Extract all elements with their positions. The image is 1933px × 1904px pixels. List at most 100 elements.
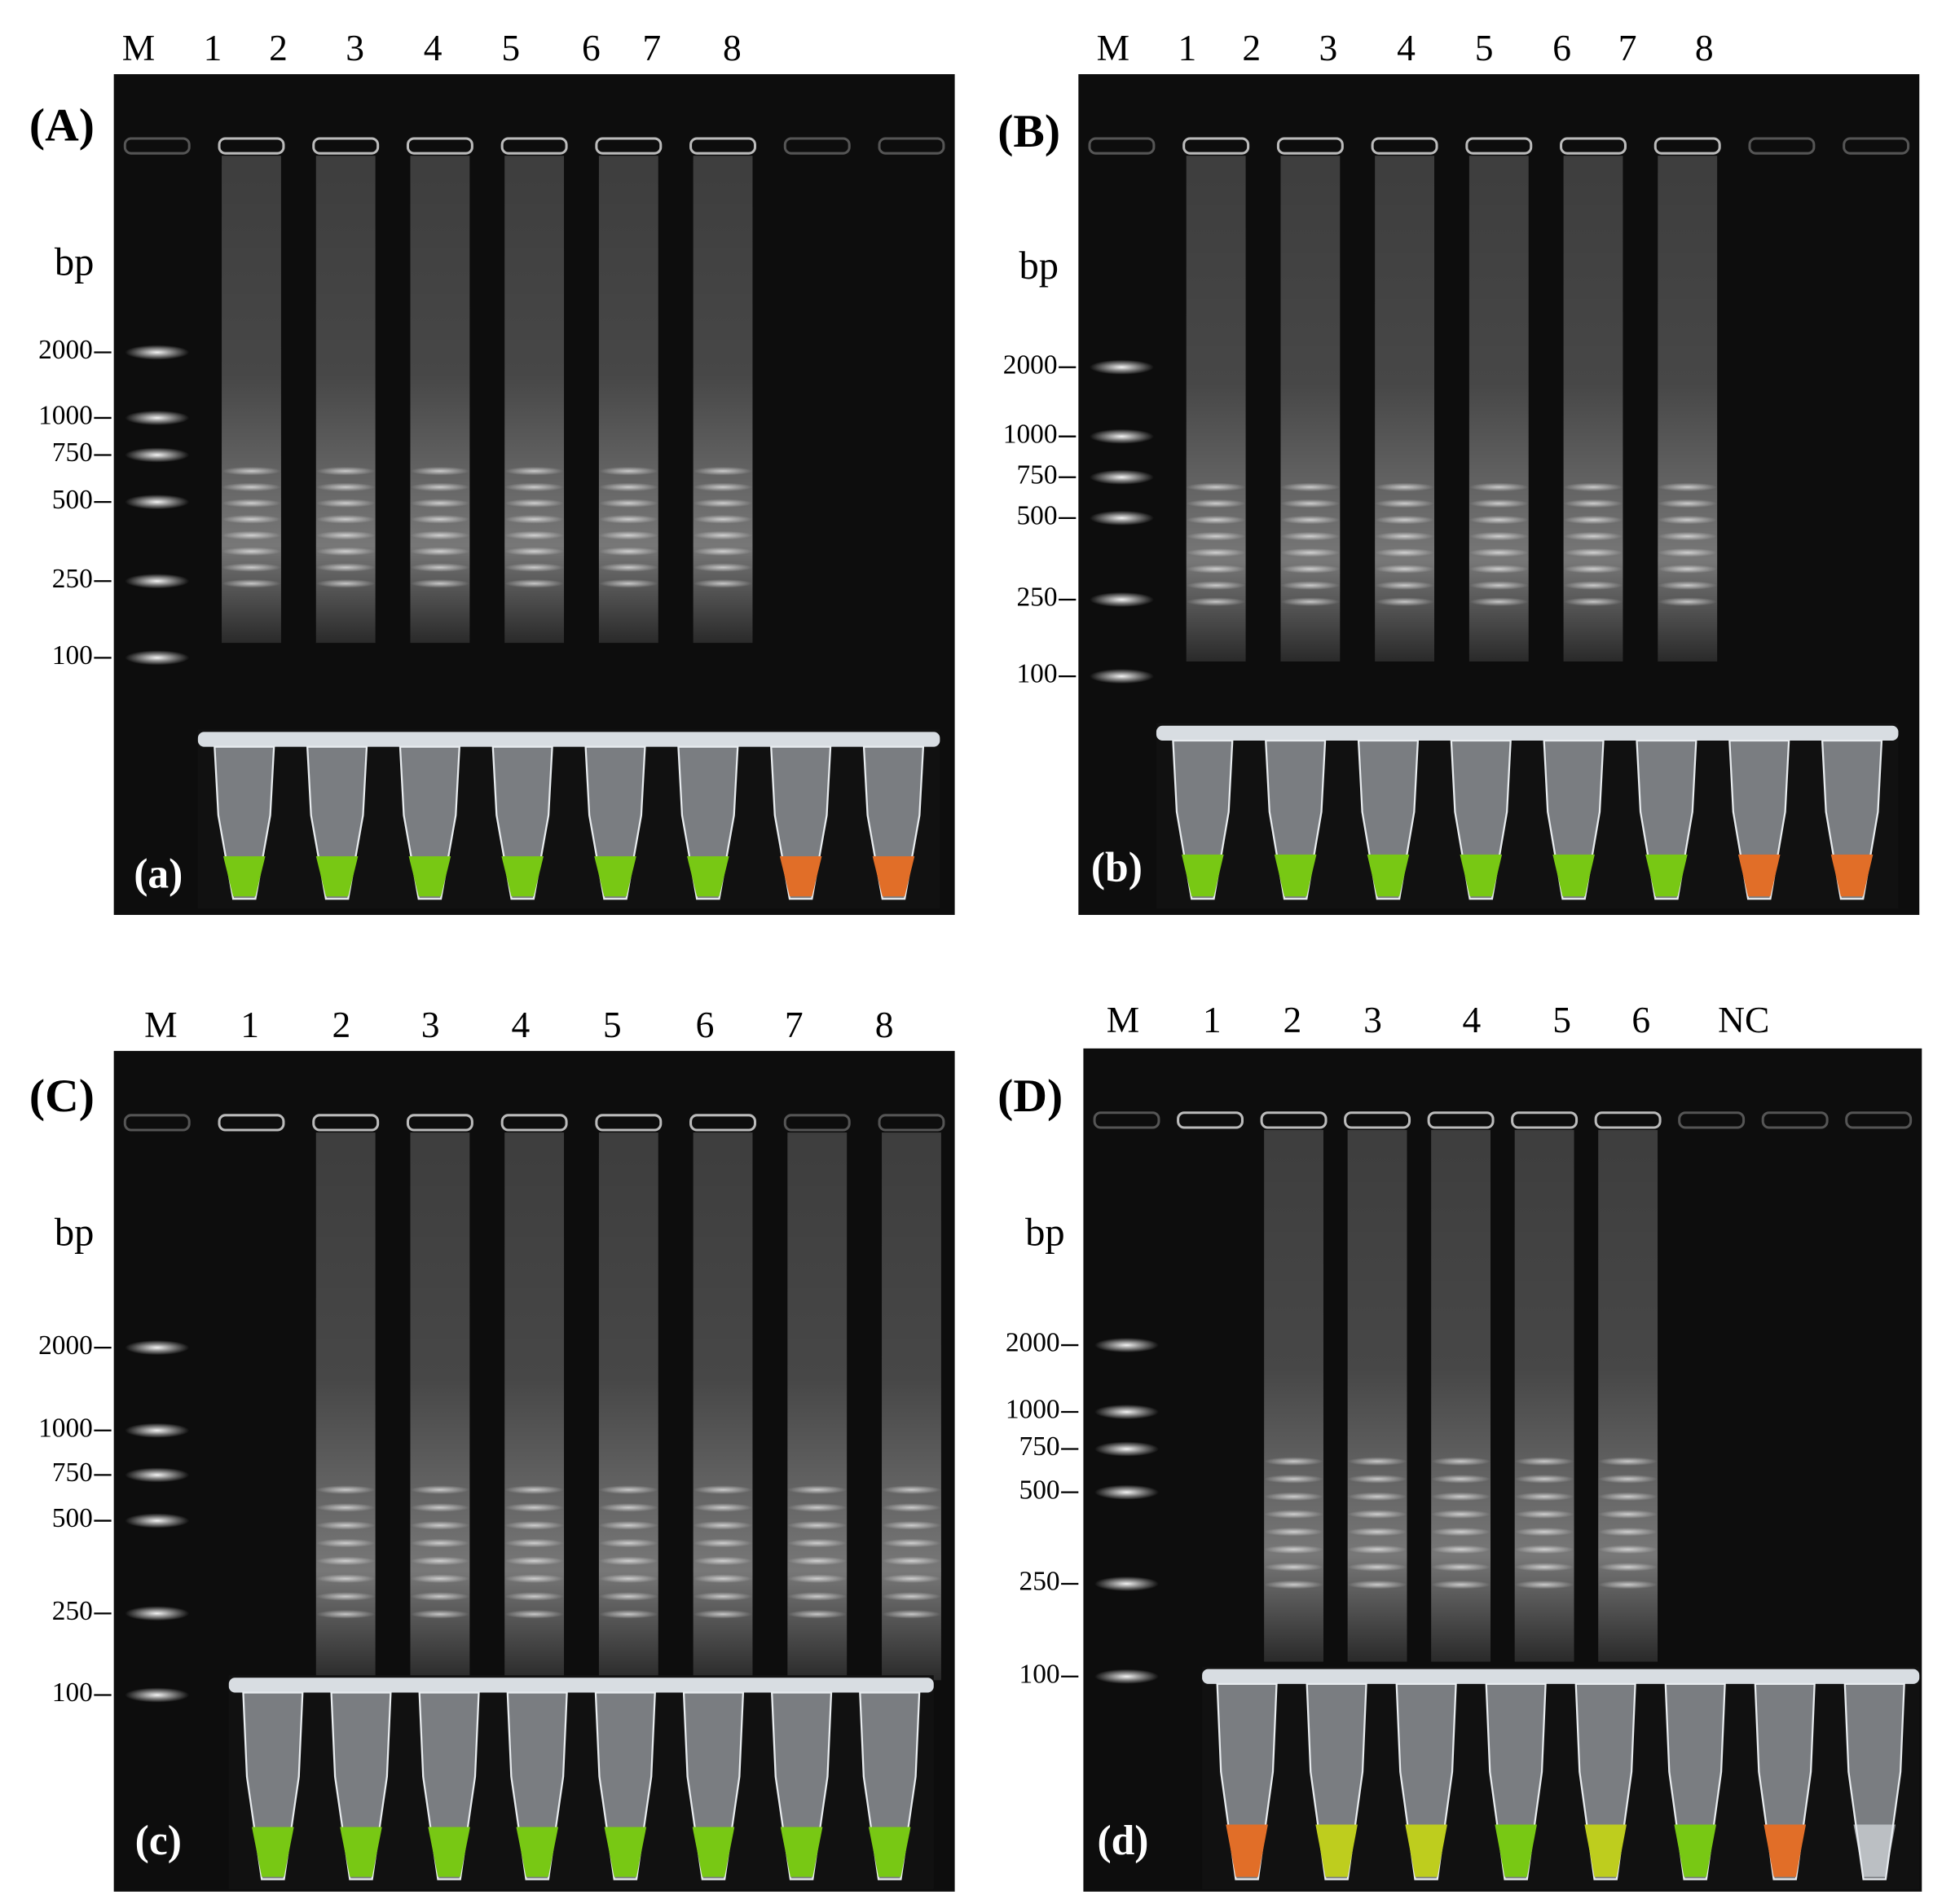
dna-band <box>1280 581 1341 590</box>
smear <box>315 156 376 644</box>
well <box>878 1114 945 1132</box>
tube-liquid <box>1226 1824 1268 1877</box>
dna-band <box>410 515 470 524</box>
tube-label: (d) <box>1097 1818 1148 1864</box>
dna-band <box>1186 482 1246 492</box>
bp-label: bp <box>55 1211 95 1255</box>
dna-band <box>315 1520 376 1530</box>
dna-band <box>410 547 470 556</box>
dna-band <box>1375 515 1435 525</box>
dna-band <box>1186 548 1246 557</box>
smear <box>1186 156 1246 662</box>
dna-band <box>1563 482 1623 492</box>
marker-band <box>1089 668 1154 684</box>
dna-band <box>1375 482 1435 492</box>
dna-band <box>1514 1527 1574 1537</box>
smear <box>1658 156 1718 662</box>
dna-band <box>1658 515 1718 525</box>
dna-band <box>410 578 470 588</box>
dna-band <box>315 1610 376 1619</box>
well <box>1653 137 1721 155</box>
tube-liquid <box>1853 1824 1896 1877</box>
dna-band <box>1468 515 1529 525</box>
marker-label: 1000 <box>38 1413 93 1443</box>
marker-label: 750 <box>52 438 93 468</box>
dna-band <box>1563 581 1623 590</box>
smear <box>1468 156 1529 662</box>
dna-band <box>882 1574 941 1584</box>
panel <box>1078 74 1920 915</box>
dna-band <box>787 1610 848 1619</box>
well <box>595 1114 663 1132</box>
tube-liquid <box>687 855 729 897</box>
well <box>1344 1111 1411 1129</box>
tube-liquid <box>1737 854 1781 897</box>
marker-band <box>125 495 190 510</box>
dna-band <box>315 1592 376 1601</box>
dna-band <box>598 578 658 588</box>
dna-band <box>693 547 753 556</box>
marker-band <box>1094 1441 1159 1457</box>
dna-band <box>598 1503 658 1512</box>
dna-band <box>410 1574 470 1584</box>
dna-band <box>410 499 470 508</box>
smear <box>315 1132 376 1681</box>
lane-label: 6 <box>582 27 601 68</box>
well <box>1678 1111 1746 1129</box>
dna-band <box>693 1503 753 1512</box>
dna-band <box>1431 1580 1491 1590</box>
marker-label: 2000 <box>1006 1328 1060 1358</box>
dna-band <box>504 563 565 572</box>
dna-band <box>693 482 753 492</box>
dna-band <box>1375 548 1435 557</box>
dna-band <box>315 482 376 492</box>
marker-label: 750 <box>1016 460 1057 490</box>
dna-band <box>787 1592 848 1601</box>
smear <box>410 1132 470 1681</box>
dna-band <box>1431 1510 1491 1519</box>
well <box>1843 137 1910 155</box>
marker-label: 100 <box>52 640 93 671</box>
marker-label: 750 <box>52 1458 93 1488</box>
dna-band <box>315 1485 376 1494</box>
tube-label: (b) <box>1091 845 1143 891</box>
dna-band <box>693 1556 753 1566</box>
tube-liquid <box>340 1827 382 1877</box>
bp-label: bp <box>55 240 95 284</box>
dna-band <box>315 1574 376 1584</box>
well <box>312 1114 380 1132</box>
well <box>406 137 473 155</box>
dna-band <box>222 482 281 492</box>
dna-band <box>598 1485 658 1494</box>
smear <box>1264 1130 1323 1662</box>
lane-label: 3 <box>1363 999 1382 1040</box>
marker-label: 250 <box>1019 1567 1060 1597</box>
lane-label: 8 <box>1695 27 1714 68</box>
bp-label: bp <box>1019 244 1059 288</box>
well <box>123 1114 191 1132</box>
tube-liquid <box>315 855 359 897</box>
well <box>500 1114 568 1132</box>
well <box>500 137 568 155</box>
dna-band <box>504 1485 565 1494</box>
tube-liquid <box>408 855 451 897</box>
marker-label: 1000 <box>38 401 93 431</box>
well <box>218 137 285 155</box>
smear <box>1347 1130 1407 1662</box>
dna-band <box>1514 1475 1574 1484</box>
lane-label: 5 <box>501 27 520 68</box>
smear <box>787 1132 848 1681</box>
dna-band <box>882 1520 941 1530</box>
dna-band <box>315 547 376 556</box>
lane-label: 3 <box>421 1004 440 1045</box>
tube-liquid <box>1645 854 1688 897</box>
dna-band <box>410 1520 470 1530</box>
dna-band <box>1468 565 1529 574</box>
dna-band <box>693 515 753 524</box>
dna-band <box>504 1556 565 1566</box>
lane-label: 7 <box>1618 27 1637 68</box>
dna-band <box>410 563 470 572</box>
dna-band <box>315 578 376 588</box>
dna-band <box>1598 1492 1658 1502</box>
tube-liquid <box>692 1827 735 1877</box>
